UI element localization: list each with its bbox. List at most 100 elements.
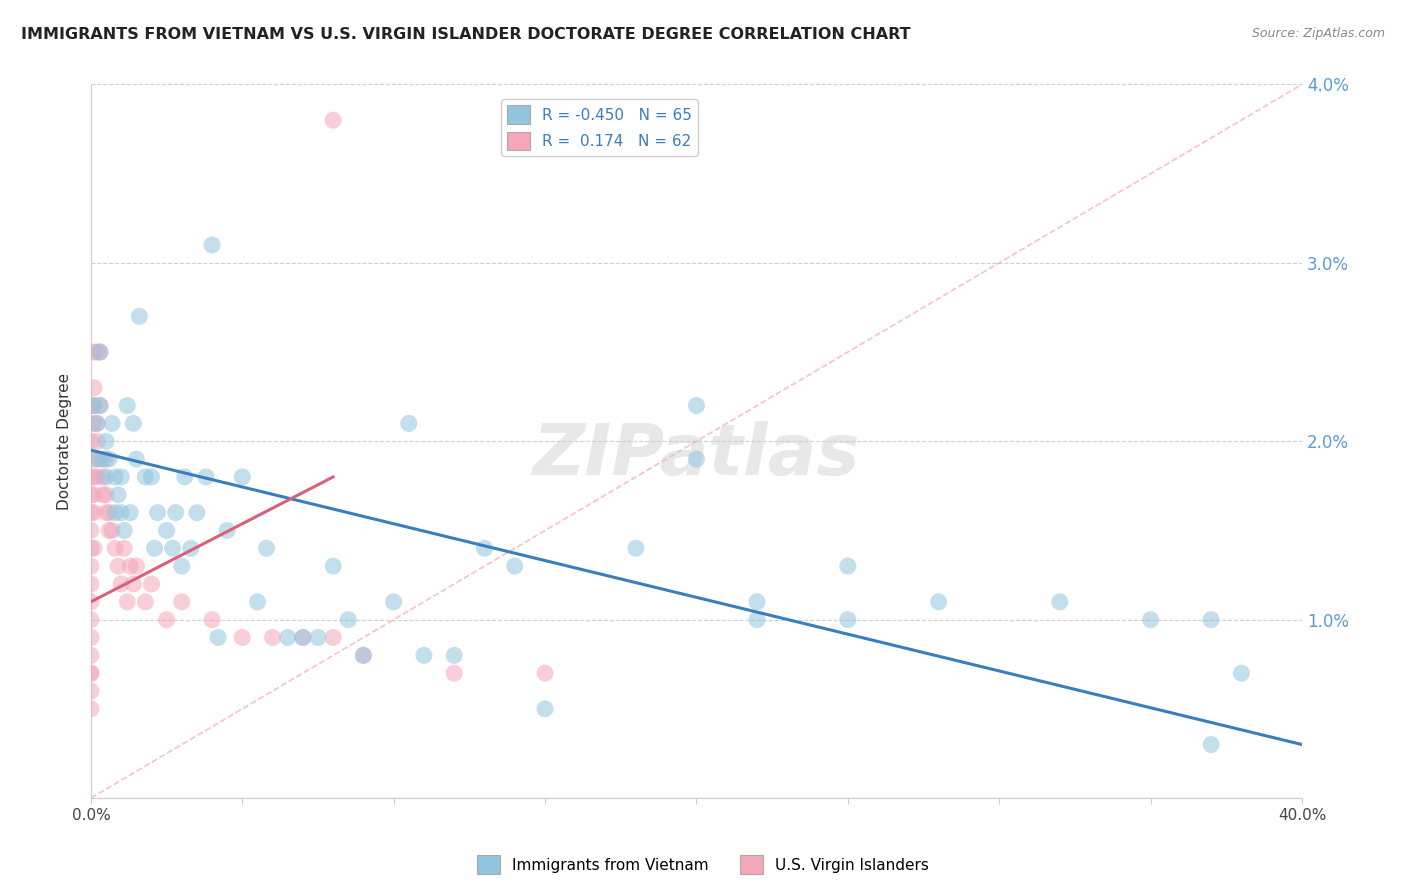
Point bbox=[143, 541, 166, 556]
Point bbox=[86, 452, 108, 467]
Point bbox=[141, 577, 163, 591]
Point bbox=[80, 488, 103, 502]
Point bbox=[83, 345, 105, 359]
Point bbox=[122, 417, 145, 431]
Point bbox=[104, 541, 127, 556]
Point bbox=[80, 506, 103, 520]
Point bbox=[98, 452, 121, 467]
Point bbox=[322, 559, 344, 574]
Point bbox=[322, 631, 344, 645]
Point bbox=[837, 559, 859, 574]
Point bbox=[503, 559, 526, 574]
Point bbox=[80, 631, 103, 645]
Point bbox=[201, 613, 224, 627]
Point bbox=[398, 417, 420, 431]
Point bbox=[170, 595, 193, 609]
Y-axis label: Doctorate Degree: Doctorate Degree bbox=[58, 373, 72, 510]
Point bbox=[83, 488, 105, 502]
Point bbox=[443, 648, 465, 663]
Point bbox=[101, 524, 124, 538]
Point bbox=[165, 506, 187, 520]
Point bbox=[125, 452, 148, 467]
Point bbox=[91, 470, 114, 484]
Point bbox=[474, 541, 496, 556]
Point bbox=[1199, 613, 1222, 627]
Point bbox=[745, 613, 768, 627]
Point bbox=[256, 541, 278, 556]
Point bbox=[413, 648, 436, 663]
Point bbox=[80, 399, 103, 413]
Point bbox=[107, 559, 129, 574]
Point bbox=[277, 631, 299, 645]
Point bbox=[307, 631, 329, 645]
Point bbox=[89, 399, 111, 413]
Point bbox=[80, 666, 103, 681]
Point bbox=[89, 345, 111, 359]
Point bbox=[94, 434, 117, 449]
Point bbox=[117, 399, 139, 413]
Point bbox=[80, 524, 103, 538]
Point bbox=[80, 470, 103, 484]
Point bbox=[928, 595, 950, 609]
Point bbox=[86, 417, 108, 431]
Point bbox=[104, 506, 127, 520]
Point bbox=[80, 541, 103, 556]
Legend: Immigrants from Vietnam, U.S. Virgin Islanders: Immigrants from Vietnam, U.S. Virgin Isl… bbox=[471, 849, 935, 880]
Point bbox=[110, 577, 132, 591]
Point bbox=[98, 524, 121, 538]
Point bbox=[80, 702, 103, 716]
Point bbox=[201, 238, 224, 252]
Legend: R = -0.450   N = 65, R =  0.174   N = 62: R = -0.450 N = 65, R = 0.174 N = 62 bbox=[501, 99, 699, 156]
Text: ZIPatlas: ZIPatlas bbox=[533, 421, 860, 490]
Point bbox=[107, 488, 129, 502]
Point bbox=[156, 613, 179, 627]
Text: IMMIGRANTS FROM VIETNAM VS U.S. VIRGIN ISLANDER DOCTORATE DEGREE CORRELATION CHA: IMMIGRANTS FROM VIETNAM VS U.S. VIRGIN I… bbox=[21, 27, 911, 42]
Point bbox=[83, 541, 105, 556]
Point bbox=[337, 613, 360, 627]
Point bbox=[1139, 613, 1161, 627]
Point bbox=[94, 506, 117, 520]
Point bbox=[120, 506, 142, 520]
Point bbox=[128, 310, 150, 324]
Point bbox=[146, 506, 169, 520]
Point bbox=[86, 345, 108, 359]
Point bbox=[110, 470, 132, 484]
Point bbox=[80, 648, 103, 663]
Point bbox=[80, 666, 103, 681]
Point bbox=[83, 417, 105, 431]
Point bbox=[80, 595, 103, 609]
Point bbox=[534, 666, 557, 681]
Point bbox=[262, 631, 284, 645]
Point bbox=[231, 631, 253, 645]
Point bbox=[83, 452, 105, 467]
Point bbox=[125, 559, 148, 574]
Point bbox=[80, 577, 103, 591]
Point bbox=[80, 613, 103, 627]
Point bbox=[134, 595, 156, 609]
Point bbox=[83, 470, 105, 484]
Point bbox=[117, 595, 139, 609]
Point bbox=[86, 434, 108, 449]
Point bbox=[180, 541, 202, 556]
Point bbox=[94, 488, 117, 502]
Point bbox=[112, 541, 135, 556]
Point bbox=[83, 399, 105, 413]
Point bbox=[80, 684, 103, 698]
Point bbox=[685, 452, 707, 467]
Point bbox=[141, 470, 163, 484]
Text: Source: ZipAtlas.com: Source: ZipAtlas.com bbox=[1251, 27, 1385, 40]
Point bbox=[291, 631, 314, 645]
Point bbox=[170, 559, 193, 574]
Point bbox=[83, 399, 105, 413]
Point bbox=[91, 452, 114, 467]
Point bbox=[94, 452, 117, 467]
Point bbox=[352, 648, 374, 663]
Point bbox=[837, 613, 859, 627]
Point bbox=[104, 470, 127, 484]
Point bbox=[194, 470, 217, 484]
Point bbox=[173, 470, 195, 484]
Point bbox=[322, 113, 344, 128]
Point bbox=[246, 595, 269, 609]
Point bbox=[162, 541, 184, 556]
Point bbox=[217, 524, 239, 538]
